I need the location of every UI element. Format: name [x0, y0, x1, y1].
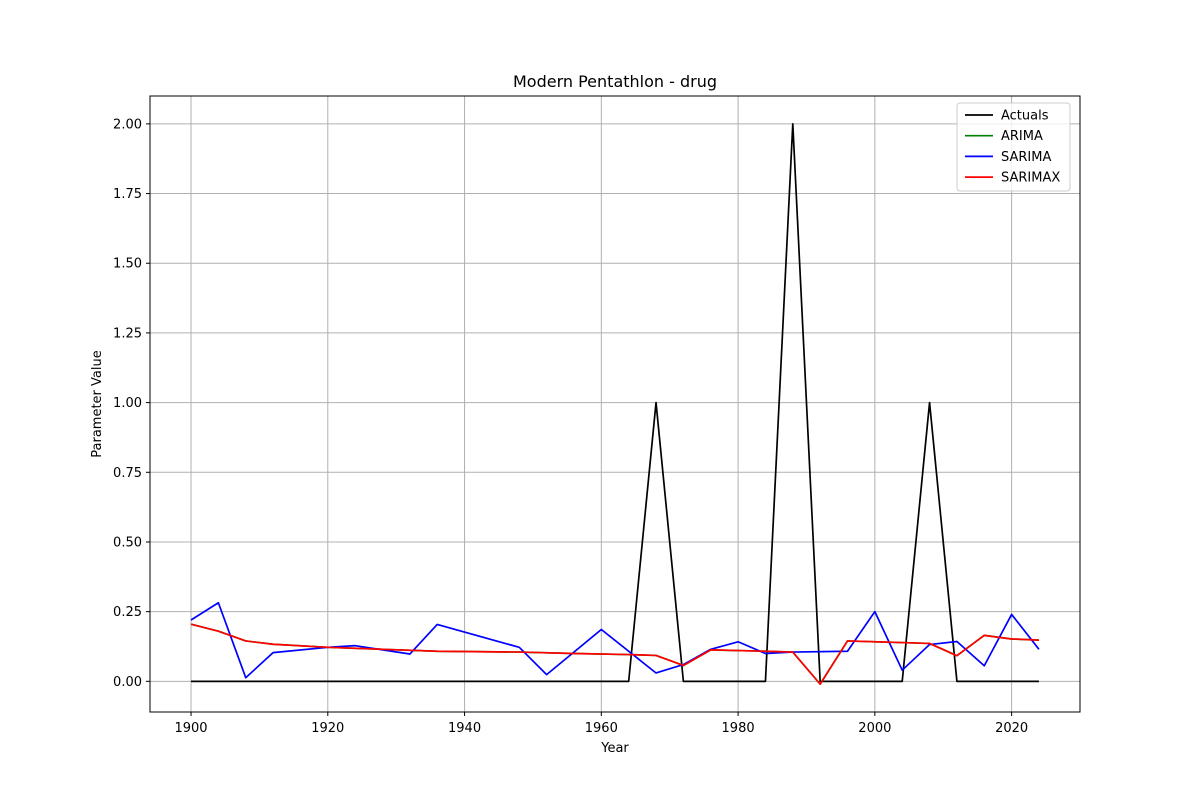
series-line-sarimax	[190, 623, 1040, 685]
plot-frame	[149, 95, 1081, 713]
x-tick-label: 1920	[311, 721, 344, 736]
x-tick-label: 1960	[585, 721, 618, 736]
y-tick-label: 0.50	[113, 535, 142, 550]
y-axis-label: Parameter Value	[90, 350, 105, 457]
y-tick-label: 0.25	[113, 605, 142, 620]
y-tick-label: 2.00	[113, 117, 142, 132]
y-axis-ticks: 0.00 0.25 0.50 0.75 1.00 1.25 1.50 1.75 2.00	[113, 117, 150, 690]
y-tick-label: 1.25	[113, 326, 142, 341]
y-tick-label: 1.50	[113, 257, 142, 272]
y-tick-label: 1.00	[113, 396, 142, 411]
x-tick-label: 2020	[995, 721, 1028, 736]
x-axis-ticks: 1900 1920 1940 1960 1980 2000 2020	[174, 712, 1028, 736]
x-tick-label: 1980	[722, 721, 755, 736]
series-lines	[190, 123, 1040, 685]
x-tick-label: 1900	[174, 721, 207, 736]
legend-label-sarima: SARIMA	[1001, 150, 1051, 165]
legend-label-sarimax: SARIMAX	[1001, 171, 1060, 186]
legend: Actuals ARIMA SARIMA SARIMAX	[956, 102, 1071, 192]
x-axis-label: Year	[600, 741, 629, 756]
legend-box	[956, 102, 1071, 192]
x-tick-label: 2000	[858, 721, 891, 736]
legend-label-arima: ARIMA	[1001, 129, 1043, 144]
x-tick-label: 1940	[448, 721, 481, 736]
chart-title: Modern Pentathlon - drug	[513, 72, 717, 91]
series-line-actuals	[191, 123, 1039, 683]
y-tick-label: 0.00	[113, 675, 142, 690]
y-tick-label: 0.75	[113, 466, 142, 481]
legend-label-actuals: Actuals	[1001, 109, 1049, 124]
y-tick-label: 1.75	[113, 187, 142, 202]
